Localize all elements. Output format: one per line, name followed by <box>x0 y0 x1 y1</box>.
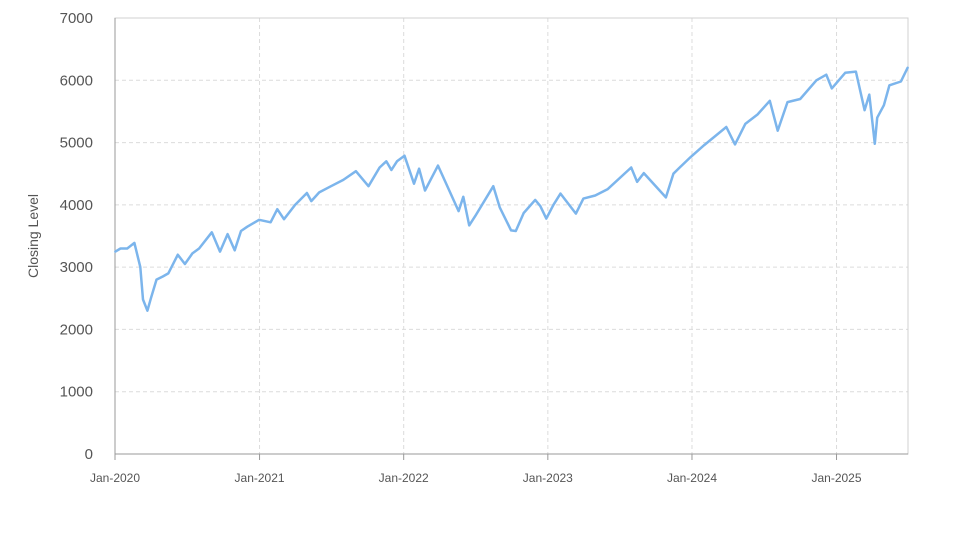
x-tick-label: Jan-2023 <box>523 471 573 485</box>
y-tick-label: 3000 <box>60 259 93 276</box>
x-tick-label: Jan-2025 <box>811 471 861 485</box>
x-tick-label: Jan-2020 <box>90 471 140 485</box>
x-tick-label: Jan-2024 <box>667 471 717 485</box>
y-axis-tick-labels: 0 1000 2000 3000 4000 5000 6000 7000 <box>60 10 93 463</box>
y-tick-label: 0 <box>85 446 93 463</box>
y-tick-label: 7000 <box>60 10 93 27</box>
x-tick-label: Jan-2021 <box>235 471 285 485</box>
y-tick-label: 2000 <box>60 321 93 338</box>
y-tick-label: 5000 <box>60 135 93 152</box>
gridlines <box>115 17 908 455</box>
plot-area-border <box>114 17 909 455</box>
x-axis-tick-labels: Jan-2020 Jan-2021 Jan-2022 Jan-2023 Jan-2024… <box>90 471 862 485</box>
axes <box>114 18 908 460</box>
y-tick-label: 1000 <box>60 384 93 401</box>
y-axis-title: Closing Level <box>25 194 41 278</box>
y-tick-label: 4000 <box>60 197 93 214</box>
y-tick-label: 6000 <box>60 72 93 89</box>
x-tick-label: Jan-2022 <box>379 471 429 485</box>
series-line <box>114 66 909 312</box>
